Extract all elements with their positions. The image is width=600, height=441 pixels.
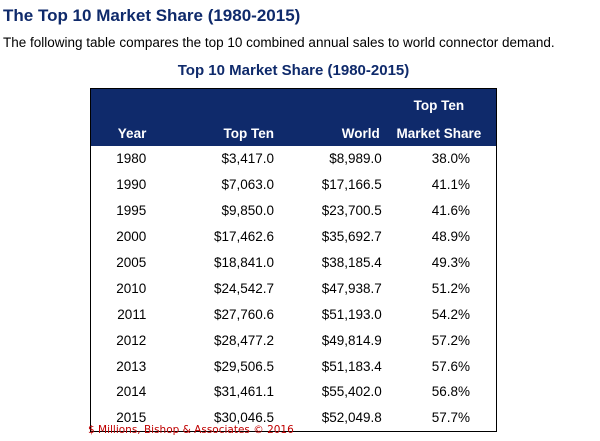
cell-year: 2013 [116, 358, 147, 374]
table-row: 2005 $18,841.0 $38,185.4 49.3% [91, 250, 497, 276]
cell-world: $52,049.8 [321, 410, 382, 426]
cell-year: 1995 [116, 203, 147, 219]
cell-world: $8,989.0 [329, 151, 382, 167]
header-row-top: Top Ten [90, 88, 497, 114]
cell-market-share: 41.1% [431, 177, 470, 193]
cell-market-share: 57.6% [431, 358, 470, 374]
cell-top-ten: $30,046.5 [213, 410, 275, 426]
header-cell-world: World [341, 126, 380, 141]
table-title: Top 10 Market Share (1980-2015) [177, 62, 410, 79]
cell-top-ten: $7,063.0 [221, 177, 275, 193]
header-cell-year: Year [117, 126, 147, 141]
cell-market-share: 56.8% [431, 384, 470, 400]
table-row: 2012 $28,477.2 $49,814.9 57.2% [91, 327, 497, 353]
table-header: Top Ten Year Top Ten World Market Share [90, 88, 497, 146]
cell-world: $17,166.5 [321, 177, 382, 193]
cell-year: 1980 [116, 151, 147, 167]
header-cell [168, 89, 280, 114]
cell-top-ten: $31,461.1 [213, 384, 275, 400]
cell-world: $47,938.7 [321, 280, 382, 296]
market-share-table: Top Ten Year Top Ten World Market Share … [90, 88, 497, 432]
cell-year: 2005 [116, 255, 147, 270]
cell-top-ten: $27,760.6 [213, 306, 275, 322]
cell-market-share: 57.7% [431, 410, 470, 426]
cell-year: 2000 [116, 229, 147, 245]
source-note: $ Millions, Bishop & Associates © 2016 [88, 424, 294, 436]
cell-year: 1990 [116, 177, 147, 193]
page-heading: The Top 10 Market Share (1980-2015) [3, 6, 301, 25]
table-row: 2010 $24,542.7 $47,938.7 51.2% [91, 275, 497, 301]
cell-top-ten: $24,542.7 [213, 280, 275, 296]
table-row: 1980 $3,417.0 $8,989.0 38.0% [91, 146, 497, 172]
cell-market-share: 57.2% [431, 332, 470, 348]
cell-world: $23,700.5 [321, 203, 382, 219]
header-cell [280, 89, 386, 114]
cell-year: 2014 [116, 384, 147, 400]
cell-market-share: 48.9% [431, 229, 470, 245]
table-row: 2015 $30,046.5 $52,049.8 57.7% [91, 405, 497, 431]
cell-world: $38,185.4 [321, 255, 382, 270]
table-row: 2013 $29,506.5 $51,183.4 57.6% [91, 353, 497, 379]
intro-text: The following table compares the top 10 … [3, 35, 555, 50]
cell-market-share: 38.0% [431, 151, 470, 167]
cell-world: $51,183.4 [321, 358, 382, 374]
header-row-bottom: Year Top Ten World Market Share [90, 113, 497, 146]
cell-top-ten: $18,841.0 [213, 255, 275, 270]
cell-market-share: 51.2% [431, 280, 470, 296]
cell-market-share: 49.3% [431, 255, 470, 270]
table-row: 1995 $9,850.0 $23,700.5 41.6% [91, 198, 497, 224]
table-row: 2014 $31,461.1 $55,402.0 56.8% [91, 379, 497, 405]
table-row: 2011 $27,760.6 $51,193.0 54.2% [91, 301, 497, 327]
cell-world: $55,402.0 [321, 384, 382, 400]
cell-year: 2010 [116, 280, 147, 296]
cell-market-share: 54.2% [431, 306, 470, 322]
cell-world: $35,692.7 [321, 229, 382, 245]
cell-top-ten: $3,417.0 [221, 151, 275, 167]
header-cell-top-ten-sales: Top Ten [223, 126, 275, 141]
cell-year: 2012 [116, 332, 147, 348]
table-row: 1990 $7,063.0 $17,166.5 41.1% [91, 172, 497, 198]
header-cell [91, 89, 169, 114]
cell-top-ten: $29,506.5 [213, 358, 275, 374]
cell-top-ten: $17,462.6 [213, 229, 275, 245]
cell-world: $49,814.9 [321, 332, 382, 348]
cell-top-ten: $28,477.2 [213, 332, 275, 348]
cell-world: $51,193.0 [321, 306, 382, 322]
cell-top-ten: $9,850.0 [221, 203, 275, 219]
header-cell-market-share: Market Share [396, 126, 482, 141]
header-cell-top-ten: Top Ten [413, 98, 465, 113]
cell-year: 2015 [116, 410, 147, 426]
cell-market-share: 41.6% [431, 203, 470, 219]
cell-year: 2011 [117, 306, 147, 322]
table-row: 2000 $17,462.6 $35,692.7 48.9% [91, 224, 497, 250]
table-body: 1980 $3,417.0 $8,989.0 38.0% 1990 $7,063.0 $17… [91, 146, 497, 431]
